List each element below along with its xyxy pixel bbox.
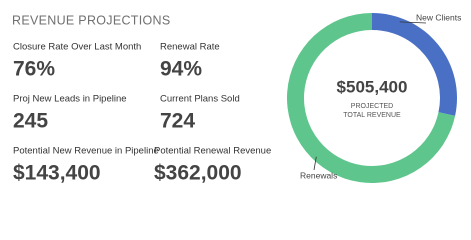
metric-label: Renewal Rate bbox=[160, 42, 220, 53]
donut-segment bbox=[372, 13, 457, 116]
center-value: $505,400 bbox=[337, 77, 408, 96]
metric-value: 94% bbox=[160, 58, 202, 81]
segment-label: Renewals bbox=[300, 170, 337, 180]
metric-label: Potential New Revenue in Pipeline bbox=[13, 146, 159, 157]
metric-value: $143,400 bbox=[13, 162, 101, 185]
metric-label: Proj New Leads in Pipeline bbox=[13, 94, 127, 105]
metric-label: Closure Rate Over Last Month bbox=[13, 42, 141, 53]
page: REVENUE PROJECTIONS Closure Rate Over La… bbox=[12, 12, 462, 185]
metric-label: Potential Renewal Revenue bbox=[154, 146, 271, 157]
widget-title: REVENUE PROJECTIONS bbox=[12, 13, 171, 27]
metric-value: $362,000 bbox=[154, 162, 242, 185]
metric-value: 245 bbox=[13, 110, 48, 133]
metric-label: Current Plans Sold bbox=[160, 94, 240, 105]
segment-label: New Clients bbox=[416, 12, 461, 22]
center-label: PROJECTED bbox=[351, 103, 393, 110]
center-label: TOTAL REVENUE bbox=[343, 112, 401, 119]
metric-value: 76% bbox=[13, 58, 55, 81]
leader-line bbox=[313, 156, 317, 171]
leader-line bbox=[399, 21, 427, 24]
revenue-widget: REVENUE PROJECTIONS Closure Rate Over La… bbox=[12, 12, 461, 185]
metric-value: 724 bbox=[160, 110, 195, 133]
